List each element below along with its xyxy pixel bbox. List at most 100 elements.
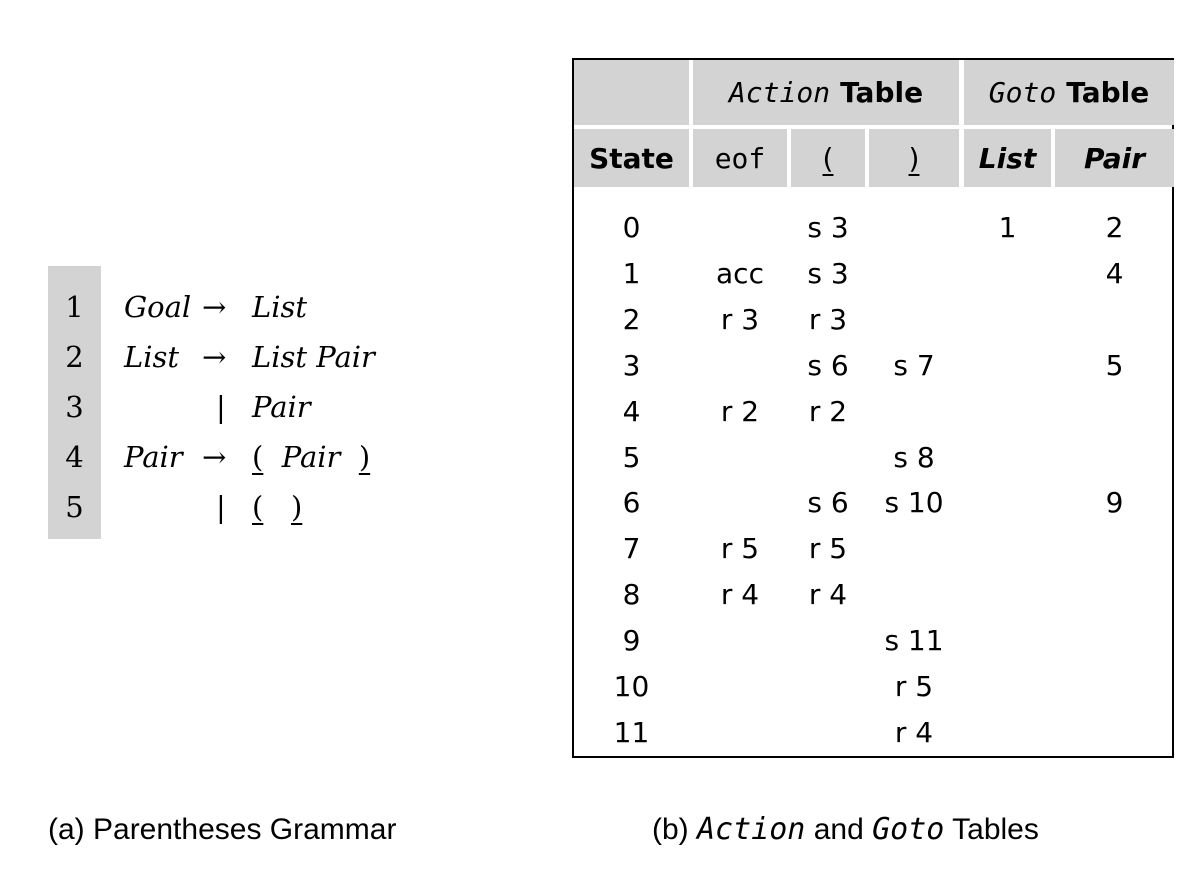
rule-number: 1	[65, 290, 84, 324]
lparen-cell: s 6	[807, 486, 849, 520]
list-cell	[964, 526, 1051, 572]
state-cell: 10	[613, 670, 650, 703]
eof-cell	[693, 664, 787, 710]
column-header-state: State	[574, 129, 689, 187]
pair-cell: 9	[1105, 486, 1124, 520]
list-cell	[964, 618, 1051, 664]
list-cell	[964, 480, 1051, 526]
eof-cell	[693, 618, 787, 664]
derives-arrow: →	[202, 290, 227, 324]
list-cell	[964, 572, 1051, 618]
column-header-lparen: (	[791, 129, 865, 187]
grammar-rule: 1 Goal → List	[48, 287, 468, 327]
goto-table-heading: Goto Table	[964, 60, 1174, 125]
state-cell: 5	[622, 440, 641, 474]
lparen-token: (	[822, 141, 834, 175]
corner-header-cell	[574, 60, 689, 125]
state-cell: 6	[622, 486, 641, 520]
eof-cell	[693, 710, 787, 756]
action-title-mono: Action	[728, 76, 831, 109]
column-header-pair: Pair	[1055, 129, 1174, 187]
state-cell: 9	[622, 624, 641, 658]
nonterminal: Pair	[281, 440, 341, 474]
eof-cell	[693, 480, 787, 526]
pair-cell	[1055, 435, 1174, 481]
list-cell	[964, 297, 1051, 343]
rparen-cell: s 10	[884, 486, 944, 520]
derives-arrow: →	[202, 340, 227, 374]
lparen-cell: r 2	[808, 394, 848, 428]
rparen-cell: s 7	[893, 348, 935, 382]
tables-caption: (b) Action and Goto Tables	[652, 808, 1039, 852]
spacer	[263, 490, 291, 524]
list-cell	[964, 664, 1051, 710]
terminal-token: )	[290, 490, 303, 524]
rparen-cell	[869, 526, 959, 572]
rule-lhs: Pair	[124, 440, 183, 474]
grammar-rule: 3 | Pair	[48, 387, 468, 427]
column-header-rparen: )	[869, 129, 959, 187]
rparen-cell	[869, 389, 959, 435]
state-cell: 11	[613, 715, 650, 749]
rparen-cell	[869, 205, 959, 251]
rule-rhs: List	[252, 287, 307, 327]
rule-number: 4	[65, 440, 84, 474]
rparen-cell	[869, 297, 959, 343]
eof-cell	[693, 435, 787, 481]
lparen-cell	[791, 435, 865, 481]
pair-cell	[1055, 297, 1174, 343]
terminal-token: )	[358, 440, 371, 474]
rule-rhs: List Pair	[252, 337, 375, 377]
rparen-cell: s 8	[893, 440, 935, 474]
spacer	[263, 440, 281, 474]
caption-prefix: (b)	[652, 813, 697, 846]
pair-cell	[1055, 526, 1174, 572]
eof-cell: r 2	[720, 394, 760, 428]
goto-title-word: Table	[1066, 76, 1150, 109]
alternative-bar: |	[216, 390, 226, 424]
action-title-word: Table	[840, 76, 924, 109]
rule-rhs: Pair	[252, 387, 311, 427]
nonterminal: Pair	[252, 390, 311, 424]
eof-cell: r 3	[720, 302, 760, 336]
rule-number: 2	[65, 340, 84, 374]
rparen-cell: r 4	[894, 715, 934, 749]
action-goto-table: Action Table Goto Table State eof ( ) Li…	[572, 58, 1174, 758]
derives-arrow: →	[202, 440, 227, 474]
state-cell: 1	[622, 256, 641, 290]
action-table-heading: Action Table	[693, 60, 959, 125]
lparen-cell: r 4	[808, 578, 848, 612]
lparen-cell: s 6	[807, 348, 849, 382]
pair-cell: 4	[1105, 256, 1124, 290]
list-cell	[964, 435, 1051, 481]
state-cell: 3	[622, 348, 641, 382]
state-cell: 7	[622, 532, 641, 566]
lparen-cell	[791, 710, 865, 756]
lparen-cell: s 3	[807, 211, 849, 244]
pair-cell	[1055, 389, 1174, 435]
grammar-rule: 2 List → List Pair	[48, 337, 468, 377]
rule-rhs: ( Pair )	[252, 437, 370, 477]
pair-cell	[1055, 710, 1174, 756]
eof-cell	[693, 205, 787, 251]
rule-number: 3	[65, 390, 84, 424]
rparen-cell	[869, 572, 959, 618]
pair-cell	[1055, 664, 1174, 710]
caption-and: and	[805, 813, 873, 846]
alternative-bar: |	[216, 490, 226, 524]
grammar-rule: 5 | ( )	[48, 487, 468, 527]
pair-cell	[1055, 618, 1174, 664]
caption-action: Action	[697, 812, 806, 847]
terminal-token: (	[252, 440, 264, 474]
goto-title-mono: Goto	[988, 76, 1057, 109]
rule-rhs: ( )	[252, 487, 302, 527]
rparen-cell: r 5	[894, 670, 934, 703]
rparen-cell	[869, 251, 959, 297]
list-cell: 1	[998, 211, 1017, 244]
lparen-cell	[791, 664, 865, 710]
list-cell	[964, 389, 1051, 435]
state-cell: 4	[622, 394, 641, 428]
lparen-cell: r 5	[808, 532, 848, 566]
caption-suffix: Tables	[944, 813, 1039, 846]
grammar-caption: (a) Parentheses Grammar	[48, 813, 397, 846]
